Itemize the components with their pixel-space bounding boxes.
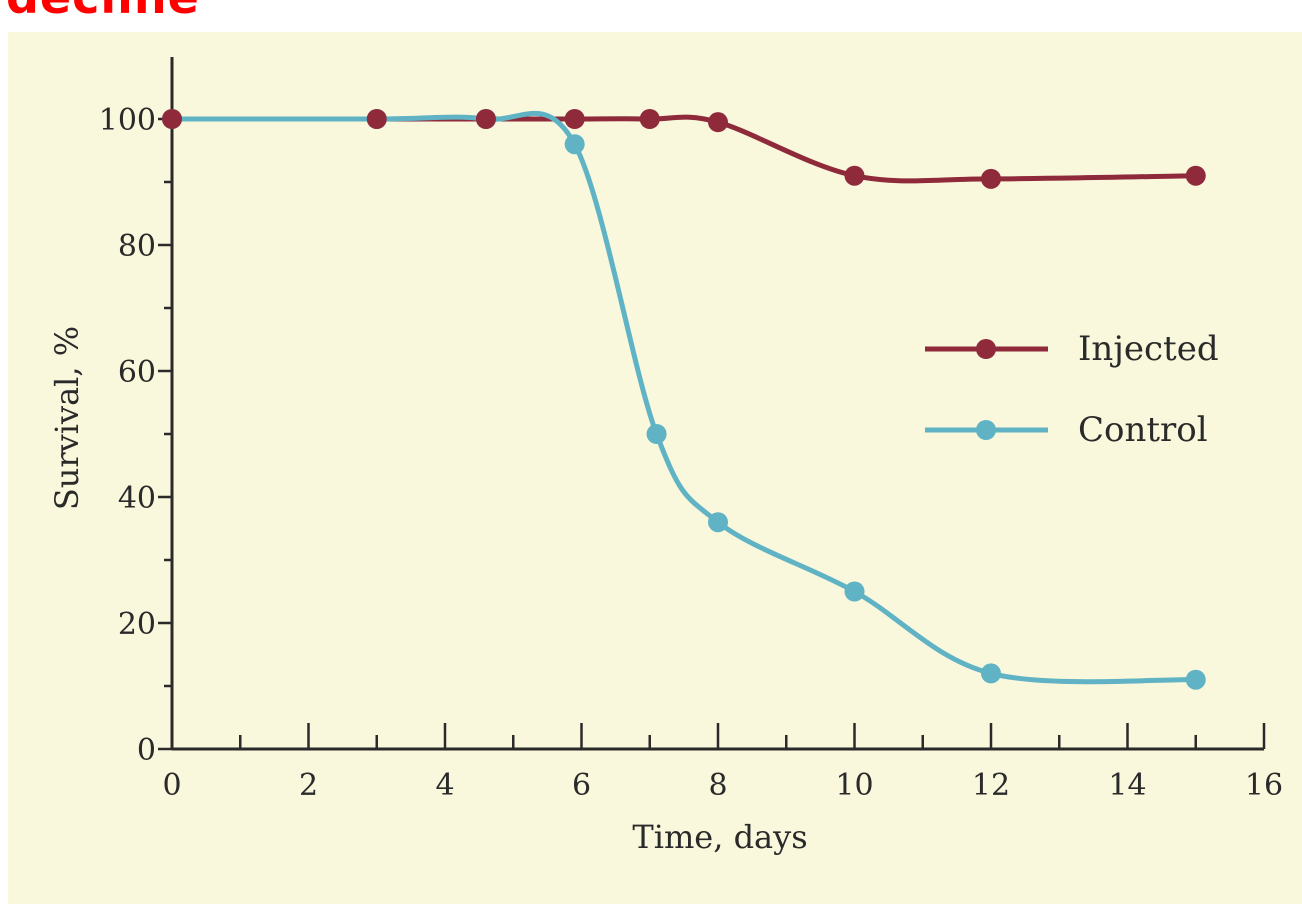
series-lines [169, 110, 1199, 685]
data-point-control [708, 512, 728, 533]
series-line-control [169, 110, 1199, 685]
data-point-injected [1185, 165, 1206, 186]
x-tick-label: 14 [1108, 768, 1146, 803]
data-point-injected [639, 109, 660, 129]
legend-marker-injected [976, 339, 996, 359]
axes: 0 20 40 60 80 100 0 2 4 6 8 10 12 14 16 [99, 57, 1283, 803]
slide-title-fragment: decline [6, 0, 200, 24]
data-point-injected [366, 109, 387, 129]
data-point-control [844, 581, 865, 602]
x-tick-label: 8 [708, 768, 727, 803]
data-point-injected [475, 109, 496, 129]
data-point-control [646, 424, 667, 444]
data-point-injected [708, 112, 728, 133]
series-points [162, 109, 1206, 690]
x-tick-label: 2 [299, 768, 318, 803]
y-tick-label: 20 [118, 607, 156, 642]
series-line-injected [169, 114, 1199, 184]
data-point-injected [564, 109, 585, 129]
data-point-control [981, 663, 1001, 684]
legend-marker-control [976, 420, 996, 440]
data-point-injected [162, 109, 182, 129]
y-tick-label: 60 [118, 355, 156, 390]
data-point-injected [981, 168, 1001, 189]
x-tick-label: 12 [972, 768, 1010, 803]
legend-label-injected: Injected [1078, 329, 1219, 369]
legend-label-control: Control [1078, 410, 1208, 450]
y-tick-label: 100 [99, 103, 156, 138]
y-axis-title: Survival, % [48, 326, 86, 510]
x-tick-label: 16 [1245, 768, 1283, 803]
y-tick-label: 0 [137, 733, 156, 768]
y-tick-label: 40 [118, 481, 156, 516]
x-tick-label: 0 [162, 768, 181, 803]
x-tick-label: 10 [835, 768, 873, 803]
data-point-control [564, 134, 585, 155]
x-tick-label: 6 [572, 768, 591, 803]
data-point-injected [844, 165, 865, 186]
legend: Injected Control [925, 329, 1219, 450]
x-axis-title: Time, days [632, 818, 807, 856]
data-point-control [1185, 669, 1206, 690]
axis-titles: Time, days Survival, % [48, 326, 808, 856]
y-tick-label: 80 [118, 229, 156, 264]
x-tick-label: 4 [435, 768, 454, 803]
